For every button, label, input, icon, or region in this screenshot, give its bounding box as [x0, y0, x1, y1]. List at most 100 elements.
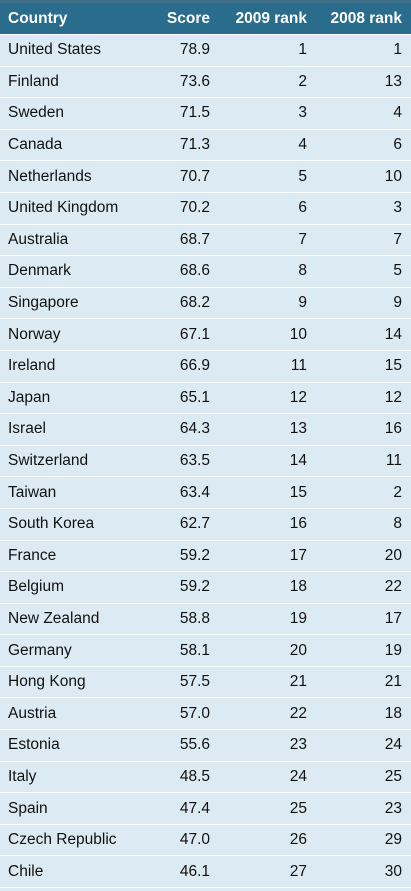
table-header: Country Score 2009 rank 2008 rank: [0, 3, 411, 35]
rank-2008-cell: 19: [384, 641, 402, 659]
score-cell: 66.9: [179, 357, 210, 375]
rank-2008-cell: 2: [393, 483, 402, 501]
rank-2008-cell: 22: [384, 578, 402, 596]
score-cell: 64.3: [179, 420, 210, 438]
rank-2008-cell: 24: [384, 736, 402, 754]
rank-2009-cell: 6: [298, 199, 307, 217]
rank-2009-cell: 24: [289, 767, 307, 785]
rank-2009-cell: 25: [289, 799, 307, 817]
country-cell: Chile: [8, 862, 44, 880]
table-row: Austria 57.0 22 18: [0, 698, 411, 731]
table-body: United States 78.9 1 1 Finland 73.6 2 13 Sweden 7…: [0, 35, 411, 889]
rank-2008-cell: 10: [384, 167, 402, 185]
table-row: Italy 48.5 24 25: [0, 762, 411, 794]
country-cell: Canada: [8, 136, 63, 154]
rank-2009-cell: 5: [298, 167, 307, 185]
table-row: Japan 65.1 12 12: [0, 383, 411, 415]
rank-2009-cell: 10: [289, 325, 307, 343]
rank-2009-cell: 13: [289, 420, 307, 438]
country-cell: France: [8, 546, 57, 564]
score-cell: 65.1: [179, 388, 210, 406]
rank-2009-cell: 21: [289, 673, 307, 691]
country-cell: Israel: [8, 420, 46, 438]
table-row: Germany 58.1 20 19: [0, 635, 411, 667]
table-row: Spain 47.4 25 23: [0, 793, 411, 825]
country-cell: Germany: [8, 641, 72, 659]
score-cell: 67.1: [179, 325, 210, 343]
header-2009-rank: 2009 rank: [235, 9, 307, 27]
rank-2009-cell: 12: [289, 388, 307, 406]
score-cell: 47.4: [179, 799, 210, 817]
table-row: New Zealand 58.8 19 17: [0, 604, 411, 636]
rank-2009-cell: 15: [289, 483, 307, 501]
rank-2008-cell: 17: [384, 609, 402, 627]
country-cell: Denmark: [8, 262, 71, 280]
table-row: Belgium 59.2 18 22: [0, 572, 411, 604]
country-cell: United Kingdom: [8, 199, 119, 217]
rank-2009-cell: 14: [289, 452, 307, 470]
country-cell: South Korea: [8, 515, 95, 533]
rank-2008-cell: 4: [393, 104, 402, 122]
rank-2009-cell: 20: [289, 641, 307, 659]
table-row: Norway 67.1 10 14: [0, 319, 411, 351]
score-cell: 63.4: [179, 483, 210, 501]
header-country: Country: [8, 9, 68, 27]
score-cell: 71.3: [179, 136, 210, 154]
country-cell: Spain: [8, 799, 48, 817]
rank-2009-cell: 23: [289, 736, 307, 754]
country-cell: Hong Kong: [8, 673, 86, 691]
country-cell: Estonia: [8, 736, 60, 754]
rank-2008-cell: 20: [384, 546, 402, 564]
header-2008-rank: 2008 rank: [330, 9, 402, 27]
rank-2009-cell: 9: [298, 294, 307, 312]
rank-2008-cell: 6: [393, 136, 402, 154]
rank-2009-cell: 8: [298, 262, 307, 280]
rank-2008-cell: 7: [393, 230, 402, 248]
score-cell: 70.7: [179, 167, 210, 185]
country-cell: Japan: [8, 388, 51, 406]
country-cell: Netherlands: [8, 167, 92, 185]
score-cell: 57.5: [179, 673, 210, 691]
rank-2008-cell: 15: [384, 357, 402, 375]
table-row: Finland 73.6 2 13: [0, 67, 411, 99]
rank-2008-cell: 29: [384, 831, 402, 849]
table-row: Estonia 55.6 23 24: [0, 730, 411, 762]
country-cell: United States: [8, 41, 102, 59]
score-cell: 68.7: [179, 230, 210, 248]
rank-2008-cell: 14: [384, 325, 402, 343]
score-cell: 71.5: [179, 104, 210, 122]
rank-2009-cell: 19: [289, 609, 307, 627]
country-cell: New Zealand: [8, 609, 100, 627]
country-cell: Taiwan: [8, 483, 57, 501]
table-row: Singapore 68.2 9 9: [0, 288, 411, 320]
country-cell: Italy: [8, 767, 37, 785]
table-row: Denmark 68.6 8 5: [0, 256, 411, 288]
rank-2009-cell: 2: [298, 72, 307, 90]
rank-2008-cell: 5: [393, 262, 402, 280]
table-row: Australia 68.7 7 7: [0, 225, 411, 257]
rank-2008-cell: 13: [384, 72, 402, 90]
rank-2009-cell: 4: [298, 136, 307, 154]
rank-2009-cell: 1: [298, 41, 307, 59]
rank-2008-cell: 16: [384, 420, 402, 438]
score-cell: 47.0: [179, 831, 210, 849]
table-row: Canada 71.3 4 6: [0, 130, 411, 162]
rank-2008-cell: 11: [385, 452, 402, 470]
rank-2009-cell: 3: [298, 104, 307, 122]
table-row: Switzerland 63.5 14 11: [0, 446, 411, 478]
table-row: Czech Republic 47.0 26 29: [0, 825, 411, 857]
country-cell: Austria: [8, 704, 57, 722]
rank-2008-cell: 9: [393, 294, 402, 312]
rank-2009-cell: 16: [289, 515, 307, 533]
score-cell: 46.1: [179, 862, 210, 880]
country-cell: Singapore: [8, 294, 79, 312]
table-row: United Kingdom 70.2 6 3: [0, 193, 411, 225]
rank-2009-cell: 7: [298, 230, 307, 248]
score-cell: 57.0: [179, 704, 210, 722]
rank-2008-cell: 1: [393, 41, 402, 59]
score-cell: 58.8: [179, 609, 210, 627]
rank-2009-cell: 11: [290, 357, 307, 375]
score-cell: 68.6: [179, 262, 210, 280]
rank-2009-cell: 22: [289, 704, 307, 722]
